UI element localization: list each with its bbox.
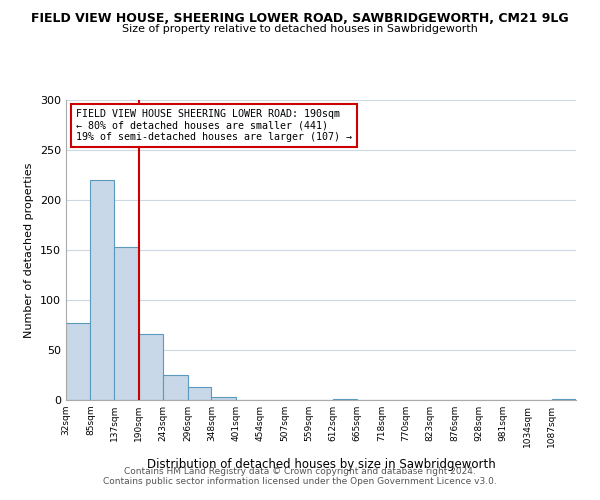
Bar xyxy=(91,180,115,400)
Bar xyxy=(211,397,236,400)
Bar xyxy=(66,323,91,400)
Text: Size of property relative to detached houses in Sawbridgeworth: Size of property relative to detached ho… xyxy=(122,24,478,34)
Bar xyxy=(333,399,358,400)
X-axis label: Distribution of detached houses by size in Sawbridgeworth: Distribution of detached houses by size … xyxy=(146,458,496,471)
Text: Contains HM Land Registry data © Crown copyright and database right 2024.: Contains HM Land Registry data © Crown c… xyxy=(124,467,476,476)
Text: Contains public sector information licensed under the Open Government Licence v3: Contains public sector information licen… xyxy=(103,477,497,486)
Bar xyxy=(188,387,211,400)
Bar xyxy=(163,375,188,400)
Bar xyxy=(551,399,576,400)
Text: FIELD VIEW HOUSE SHEERING LOWER ROAD: 190sqm
← 80% of detached houses are smalle: FIELD VIEW HOUSE SHEERING LOWER ROAD: 19… xyxy=(76,109,352,142)
Bar xyxy=(115,247,139,400)
Bar xyxy=(139,334,163,400)
Text: FIELD VIEW HOUSE, SHEERING LOWER ROAD, SAWBRIDGEWORTH, CM21 9LG: FIELD VIEW HOUSE, SHEERING LOWER ROAD, S… xyxy=(31,12,569,26)
Y-axis label: Number of detached properties: Number of detached properties xyxy=(25,162,34,338)
